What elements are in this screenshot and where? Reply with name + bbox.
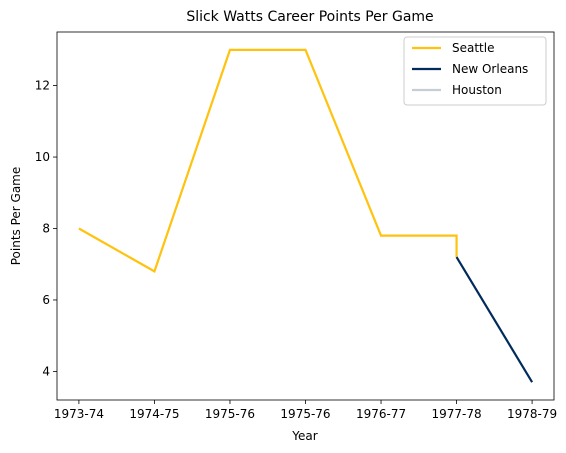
chart-title: Slick Watts Career Points Per Game bbox=[186, 9, 433, 25]
x-tick-label: 1975-76 bbox=[205, 407, 255, 421]
y-tick-label: 10 bbox=[35, 150, 50, 164]
x-tick-label: 1975-76 bbox=[280, 407, 330, 421]
y-tick-label: 12 bbox=[35, 79, 50, 93]
y-tick-label: 6 bbox=[42, 293, 50, 307]
x-tick-label: 1977-78 bbox=[431, 407, 481, 421]
y-axis-label: Points Per Game bbox=[9, 167, 23, 266]
x-tick-label: 1976-77 bbox=[356, 407, 406, 421]
y-tick-label: 4 bbox=[42, 364, 50, 378]
plot-lines bbox=[78, 48, 534, 383]
y-axis-ticks: 4 6 8 10 12 bbox=[35, 79, 57, 378]
y-tick-label: 8 bbox=[42, 222, 50, 236]
x-tick-label: 1974-75 bbox=[129, 407, 179, 421]
x-tick-label: 1973-74 bbox=[54, 407, 104, 421]
series-line-1 bbox=[455, 256, 534, 383]
legend-box bbox=[403, 36, 547, 106]
legend: Seattle New Orleans Houston bbox=[403, 36, 547, 106]
legend-label: Seattle bbox=[452, 41, 494, 55]
x-axis-label: Year bbox=[291, 429, 317, 443]
legend-label: New Orleans bbox=[452, 62, 528, 76]
series-line-0 bbox=[78, 48, 458, 273]
legend-label: Houston bbox=[452, 83, 502, 97]
x-tick-label: 1978-79 bbox=[507, 407, 557, 421]
x-axis-ticks: 1973-74 1974-75 1975-76 1975-76 1976-77 1977-… bbox=[54, 400, 557, 421]
